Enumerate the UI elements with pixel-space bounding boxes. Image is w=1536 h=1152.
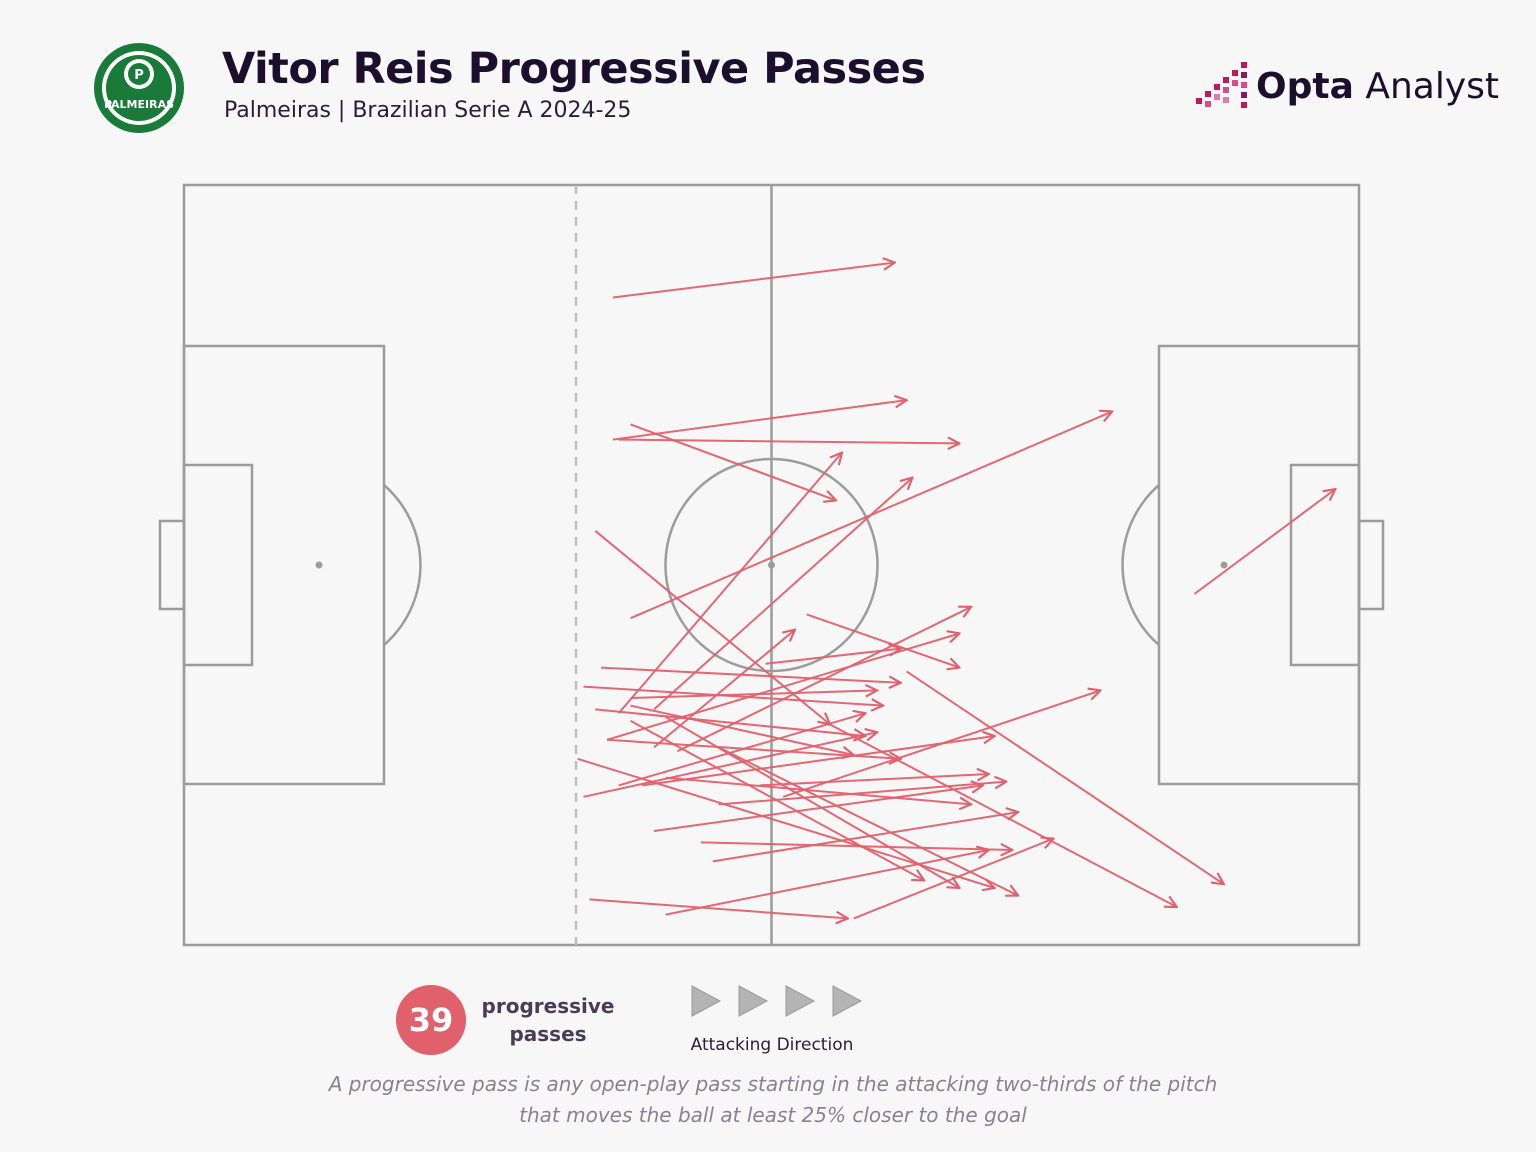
right-penalty-spot [1220,561,1228,569]
pass-arrow [612,263,895,299]
pass-arrow [906,670,1224,884]
pass-arrow [630,690,878,699]
pass-arrow [583,732,878,798]
pass-arrow [718,782,1007,806]
pass-arrow [759,774,989,787]
pass-arrow [718,746,1019,895]
opta-mark-icon [1196,62,1247,108]
pass-arrow [618,713,866,787]
pass-arrow [1193,489,1336,595]
svg-text:P: P [134,68,144,83]
pass-arrow [653,630,795,749]
pass-arrow [595,708,865,736]
footnote-line1: A progressive pass is any open-play pass… [328,1072,1218,1096]
pass-count-label: progressive passes [478,992,618,1048]
pass-arrow [653,478,913,711]
pass-arrow [630,719,925,881]
pass-count-label-line1: progressive [481,994,615,1018]
pass-count-badge: 39 [396,985,466,1055]
footnote-line2: that moves the ball at least 25% closer … [519,1103,1027,1127]
pass-arrow [665,776,972,805]
pass-arrow [612,400,907,441]
left-penalty-spot [315,561,323,569]
pass-arrow [630,704,854,755]
direction-arrow-icon [738,985,769,1017]
brand-name-bold: Opta [1256,66,1354,107]
pass-arrow [765,649,901,665]
direction-arrow-icon [785,985,816,1017]
page-title: Vitor Reis Progressive Passes [222,44,926,94]
left-six-yard-box [182,463,254,667]
pass-arrow [601,666,901,683]
club-crest-icon: P PALMEIRAS [94,43,184,133]
left-penalty-arc [383,484,422,646]
left-goal [158,519,186,611]
pass-arrow [618,440,960,444]
pass-arrow [653,785,983,832]
pass-arrows [577,263,1336,920]
centre-spot [768,561,775,569]
pass-arrow [806,613,960,667]
page-subtitle: Palmeiras | Brazilian Serie A 2024-25 [224,98,632,123]
direction-arrow-icon [832,985,863,1017]
pass-arrow [630,423,837,500]
pass-arrow [665,716,960,888]
pass-arrow [829,723,1177,907]
right-six-yard-box [1289,463,1361,667]
pass-arrow [589,898,848,918]
right-penalty-arc [1121,484,1160,646]
pass-count-label-line2: passes [509,1022,587,1046]
pass-arrow [642,736,995,787]
centre-circle [664,457,879,673]
pass-arrow [665,850,989,916]
footnote: A progressive pass is any open-play pass… [268,1069,1278,1131]
attacking-direction-arrows [691,985,863,1017]
brand-name-light: Analyst [1353,66,1499,107]
club-logo-text: PALMEIRAS [104,98,174,111]
left-penalty-area [182,344,386,786]
pass-arrow [712,812,1019,863]
pass-arrow [577,757,995,888]
attacking-direction-label: Attacking Direction [690,1035,854,1055]
right-goal [1357,519,1385,611]
brand-logo: Opta Analyst [1196,60,1499,114]
right-penalty-area [1157,344,1361,786]
pass-arrow [782,690,1100,798]
pass-arrow [583,685,884,706]
pass-arrow [853,839,1054,920]
direction-arrow-icon [691,985,722,1017]
